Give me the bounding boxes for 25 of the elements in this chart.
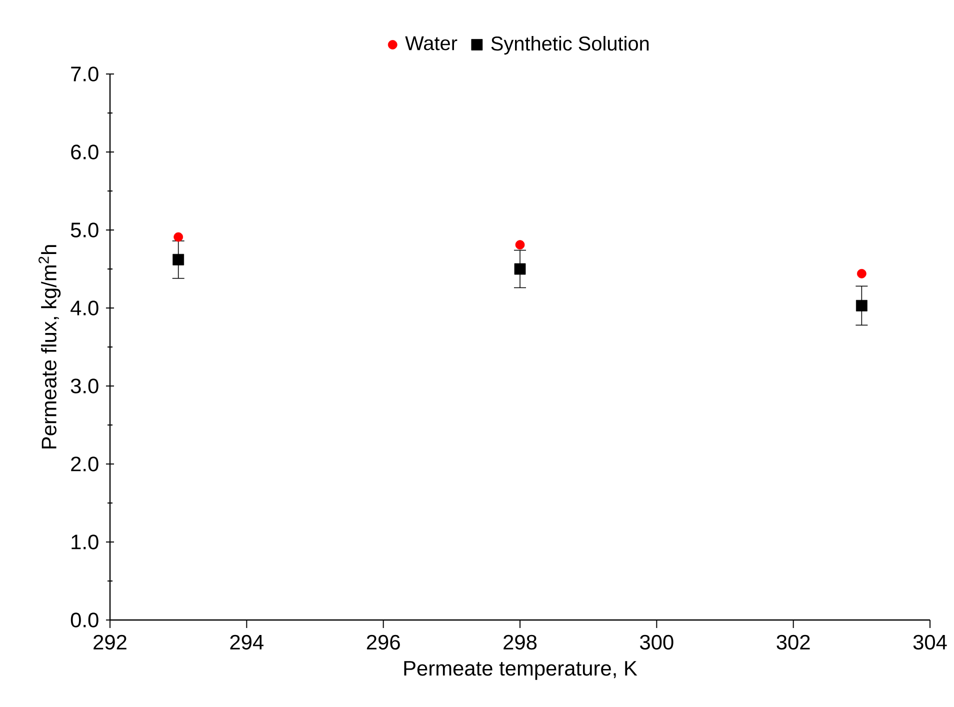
y-tick-label: 4.0 xyxy=(70,300,98,316)
y-tick-label: 2.0 xyxy=(71,456,98,472)
y-tick-label: 5.0 xyxy=(70,222,98,238)
y-tick-label: 1.0 xyxy=(72,534,98,550)
legend-label: Synthetic Solution xyxy=(491,36,649,55)
x-tick-label: 292 xyxy=(94,634,126,650)
legend-label: Water xyxy=(405,36,458,50)
point xyxy=(856,268,866,278)
x-axis-title: Permeate temperature, K xyxy=(404,661,638,680)
y-tick-label: 3.0 xyxy=(70,378,98,394)
y-tick-label: 7.0 xyxy=(71,66,98,82)
x-tick-label: 302 xyxy=(776,634,810,650)
point xyxy=(514,263,526,275)
point xyxy=(174,232,184,242)
point xyxy=(515,240,525,250)
x-tick-label: 298 xyxy=(504,634,537,650)
y-axis-title: Permeate flux, kg/m$^{2}$h xyxy=(38,245,61,448)
point xyxy=(172,254,184,266)
x-tick-label: 300 xyxy=(640,634,674,650)
x-tick-label: 294 xyxy=(230,634,264,650)
x-tick-label: 296 xyxy=(366,634,400,650)
point xyxy=(856,300,868,312)
x-tick-label: 304 xyxy=(913,634,947,650)
y-tick-label: 0.0 xyxy=(70,612,98,628)
y-tick-label: 6.0 xyxy=(71,144,98,160)
